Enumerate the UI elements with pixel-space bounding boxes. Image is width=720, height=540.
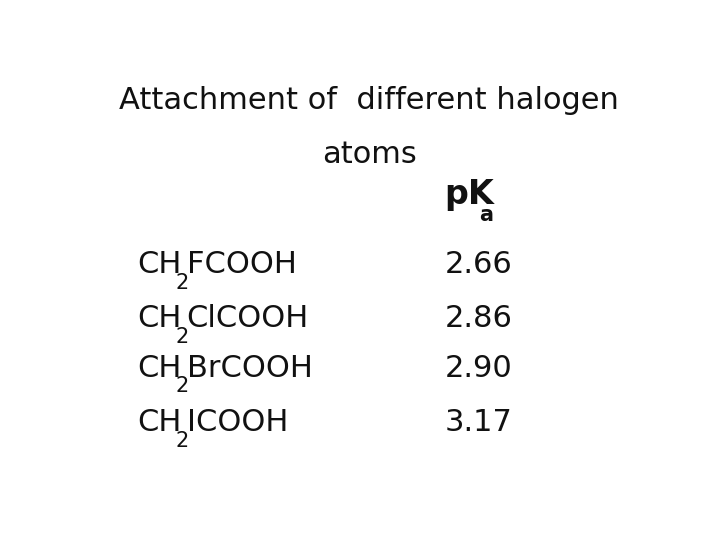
- Text: 2: 2: [176, 273, 189, 293]
- Text: FCOOH: FCOOH: [186, 249, 297, 279]
- Text: 2.90: 2.90: [444, 354, 512, 383]
- Text: CH: CH: [138, 304, 182, 333]
- Text: atoms: atoms: [322, 140, 416, 168]
- Text: CH: CH: [138, 354, 182, 383]
- Text: ClCOOH: ClCOOH: [186, 304, 309, 333]
- Text: CH: CH: [138, 408, 182, 437]
- Text: BrCOOH: BrCOOH: [186, 354, 312, 383]
- Text: 2.86: 2.86: [444, 304, 512, 333]
- Text: 2.66: 2.66: [444, 249, 512, 279]
- Text: a: a: [479, 205, 493, 225]
- Text: Attachment of  different halogen: Attachment of different halogen: [119, 85, 619, 114]
- Text: pK: pK: [444, 178, 494, 211]
- Text: ICOOH: ICOOH: [186, 408, 288, 437]
- Text: 3.17: 3.17: [444, 408, 512, 437]
- Text: 2: 2: [176, 430, 189, 450]
- Text: CH: CH: [138, 249, 182, 279]
- Text: 2: 2: [176, 376, 189, 396]
- Text: 2: 2: [176, 327, 189, 347]
